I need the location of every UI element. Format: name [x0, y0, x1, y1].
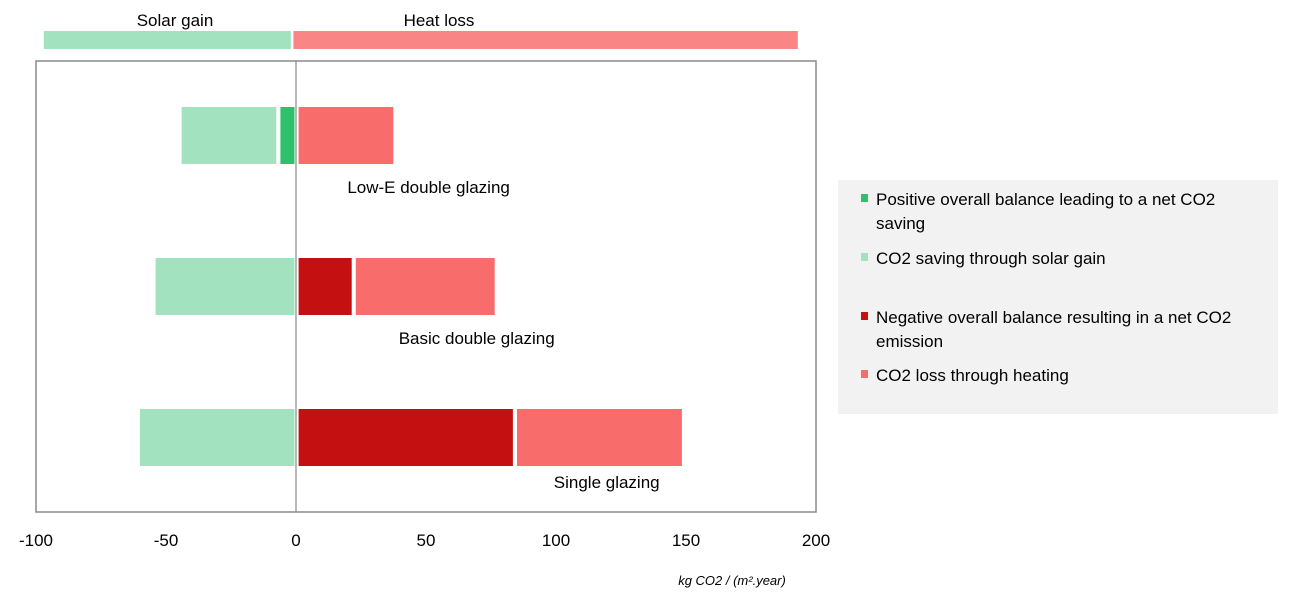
category-label: Low-E double glazing: [347, 178, 510, 197]
bar-0-series-1: [280, 107, 295, 164]
x-tick-label: -100: [19, 531, 53, 550]
top-label-heat-loss: Heat loss: [404, 11, 475, 30]
bar-1-series-3: [355, 258, 495, 315]
bar-0-series-0: [181, 107, 277, 164]
top-band-solar-gain: [43, 31, 291, 49]
bar-1-series-2: [298, 258, 352, 315]
bar-0-series-3: [298, 107, 394, 164]
legend-swatch: [861, 253, 868, 261]
top-label-solar-gain: Solar gain: [137, 11, 214, 30]
legend-label: CO2 saving through solar gain: [876, 249, 1106, 268]
legend-swatch: [861, 194, 868, 202]
category-label: Basic double glazing: [399, 329, 555, 348]
legend-label: Positive overall balance leading to a ne…: [876, 190, 1215, 209]
legend-swatch: [861, 312, 868, 320]
plot-area: [35, 60, 817, 513]
bar-1-series-0: [155, 258, 295, 315]
top-band-heat-loss: [293, 31, 798, 49]
x-tick-label: 200: [802, 531, 830, 550]
x-tick-label: 0: [291, 531, 300, 550]
bar-2-series-3: [517, 409, 682, 466]
x-axis-title: kg CO2 / (m².year): [678, 573, 786, 588]
bar-2-series-2: [298, 409, 513, 466]
legend-label: saving: [876, 214, 925, 233]
legend-swatch: [861, 370, 868, 378]
legend-label: Negative overall balance resulting in a …: [876, 308, 1231, 327]
legend: [838, 180, 1278, 414]
legend-label: emission: [876, 332, 943, 351]
legend-label: CO2 loss through heating: [876, 366, 1069, 385]
x-tick-label: 100: [542, 531, 570, 550]
x-tick-label: -50: [154, 531, 179, 550]
category-label: Single glazing: [554, 473, 660, 492]
bar-2-series-0: [140, 409, 295, 466]
x-tick-label: 150: [672, 531, 700, 550]
x-tick-label: 50: [417, 531, 436, 550]
